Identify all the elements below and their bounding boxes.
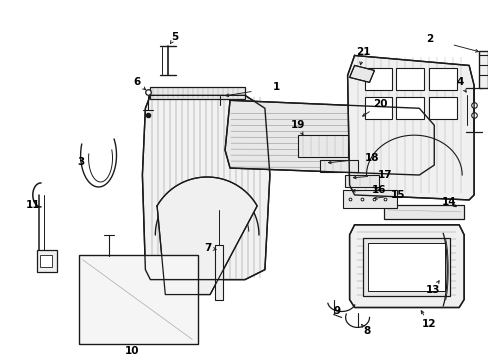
Bar (364, 68, 392, 90)
Text: 2: 2 (425, 33, 432, 44)
Bar (319, 160, 357, 172)
Text: 20: 20 (372, 99, 387, 109)
Bar (384, 205, 463, 219)
Text: 18: 18 (365, 153, 379, 163)
Text: 16: 16 (371, 185, 386, 195)
Text: 14: 14 (441, 197, 456, 207)
Polygon shape (142, 95, 269, 280)
Bar (428, 68, 456, 90)
Text: 11: 11 (25, 200, 40, 210)
Polygon shape (349, 66, 374, 82)
Bar (362, 238, 449, 296)
Bar (478, 50, 487, 88)
Bar (396, 68, 424, 90)
Bar (37, 250, 57, 272)
Text: 6: 6 (134, 77, 141, 87)
Text: 4: 4 (455, 77, 463, 87)
Text: 12: 12 (421, 319, 436, 329)
Bar (342, 190, 397, 208)
Text: 15: 15 (390, 190, 405, 200)
Polygon shape (157, 177, 257, 294)
Text: 17: 17 (377, 170, 392, 180)
Bar (79, 255, 198, 345)
Bar (40, 255, 52, 267)
Text: 9: 9 (332, 306, 340, 316)
Bar (344, 175, 379, 187)
Bar (396, 97, 424, 119)
Text: 10: 10 (125, 346, 140, 356)
Text: 1: 1 (273, 82, 280, 93)
Bar (215, 245, 223, 300)
Polygon shape (347, 55, 473, 200)
Polygon shape (224, 100, 433, 175)
Bar (367, 243, 444, 291)
Text: 3: 3 (77, 157, 84, 167)
Text: 19: 19 (290, 120, 305, 130)
Text: 7: 7 (204, 243, 211, 253)
Bar (297, 135, 347, 157)
Bar (150, 87, 244, 99)
Bar (364, 97, 392, 119)
Text: 21: 21 (356, 48, 370, 58)
Bar (428, 97, 456, 119)
Polygon shape (349, 225, 463, 307)
Text: 13: 13 (425, 284, 440, 294)
Text: 5: 5 (171, 32, 179, 41)
Text: 8: 8 (362, 327, 369, 336)
